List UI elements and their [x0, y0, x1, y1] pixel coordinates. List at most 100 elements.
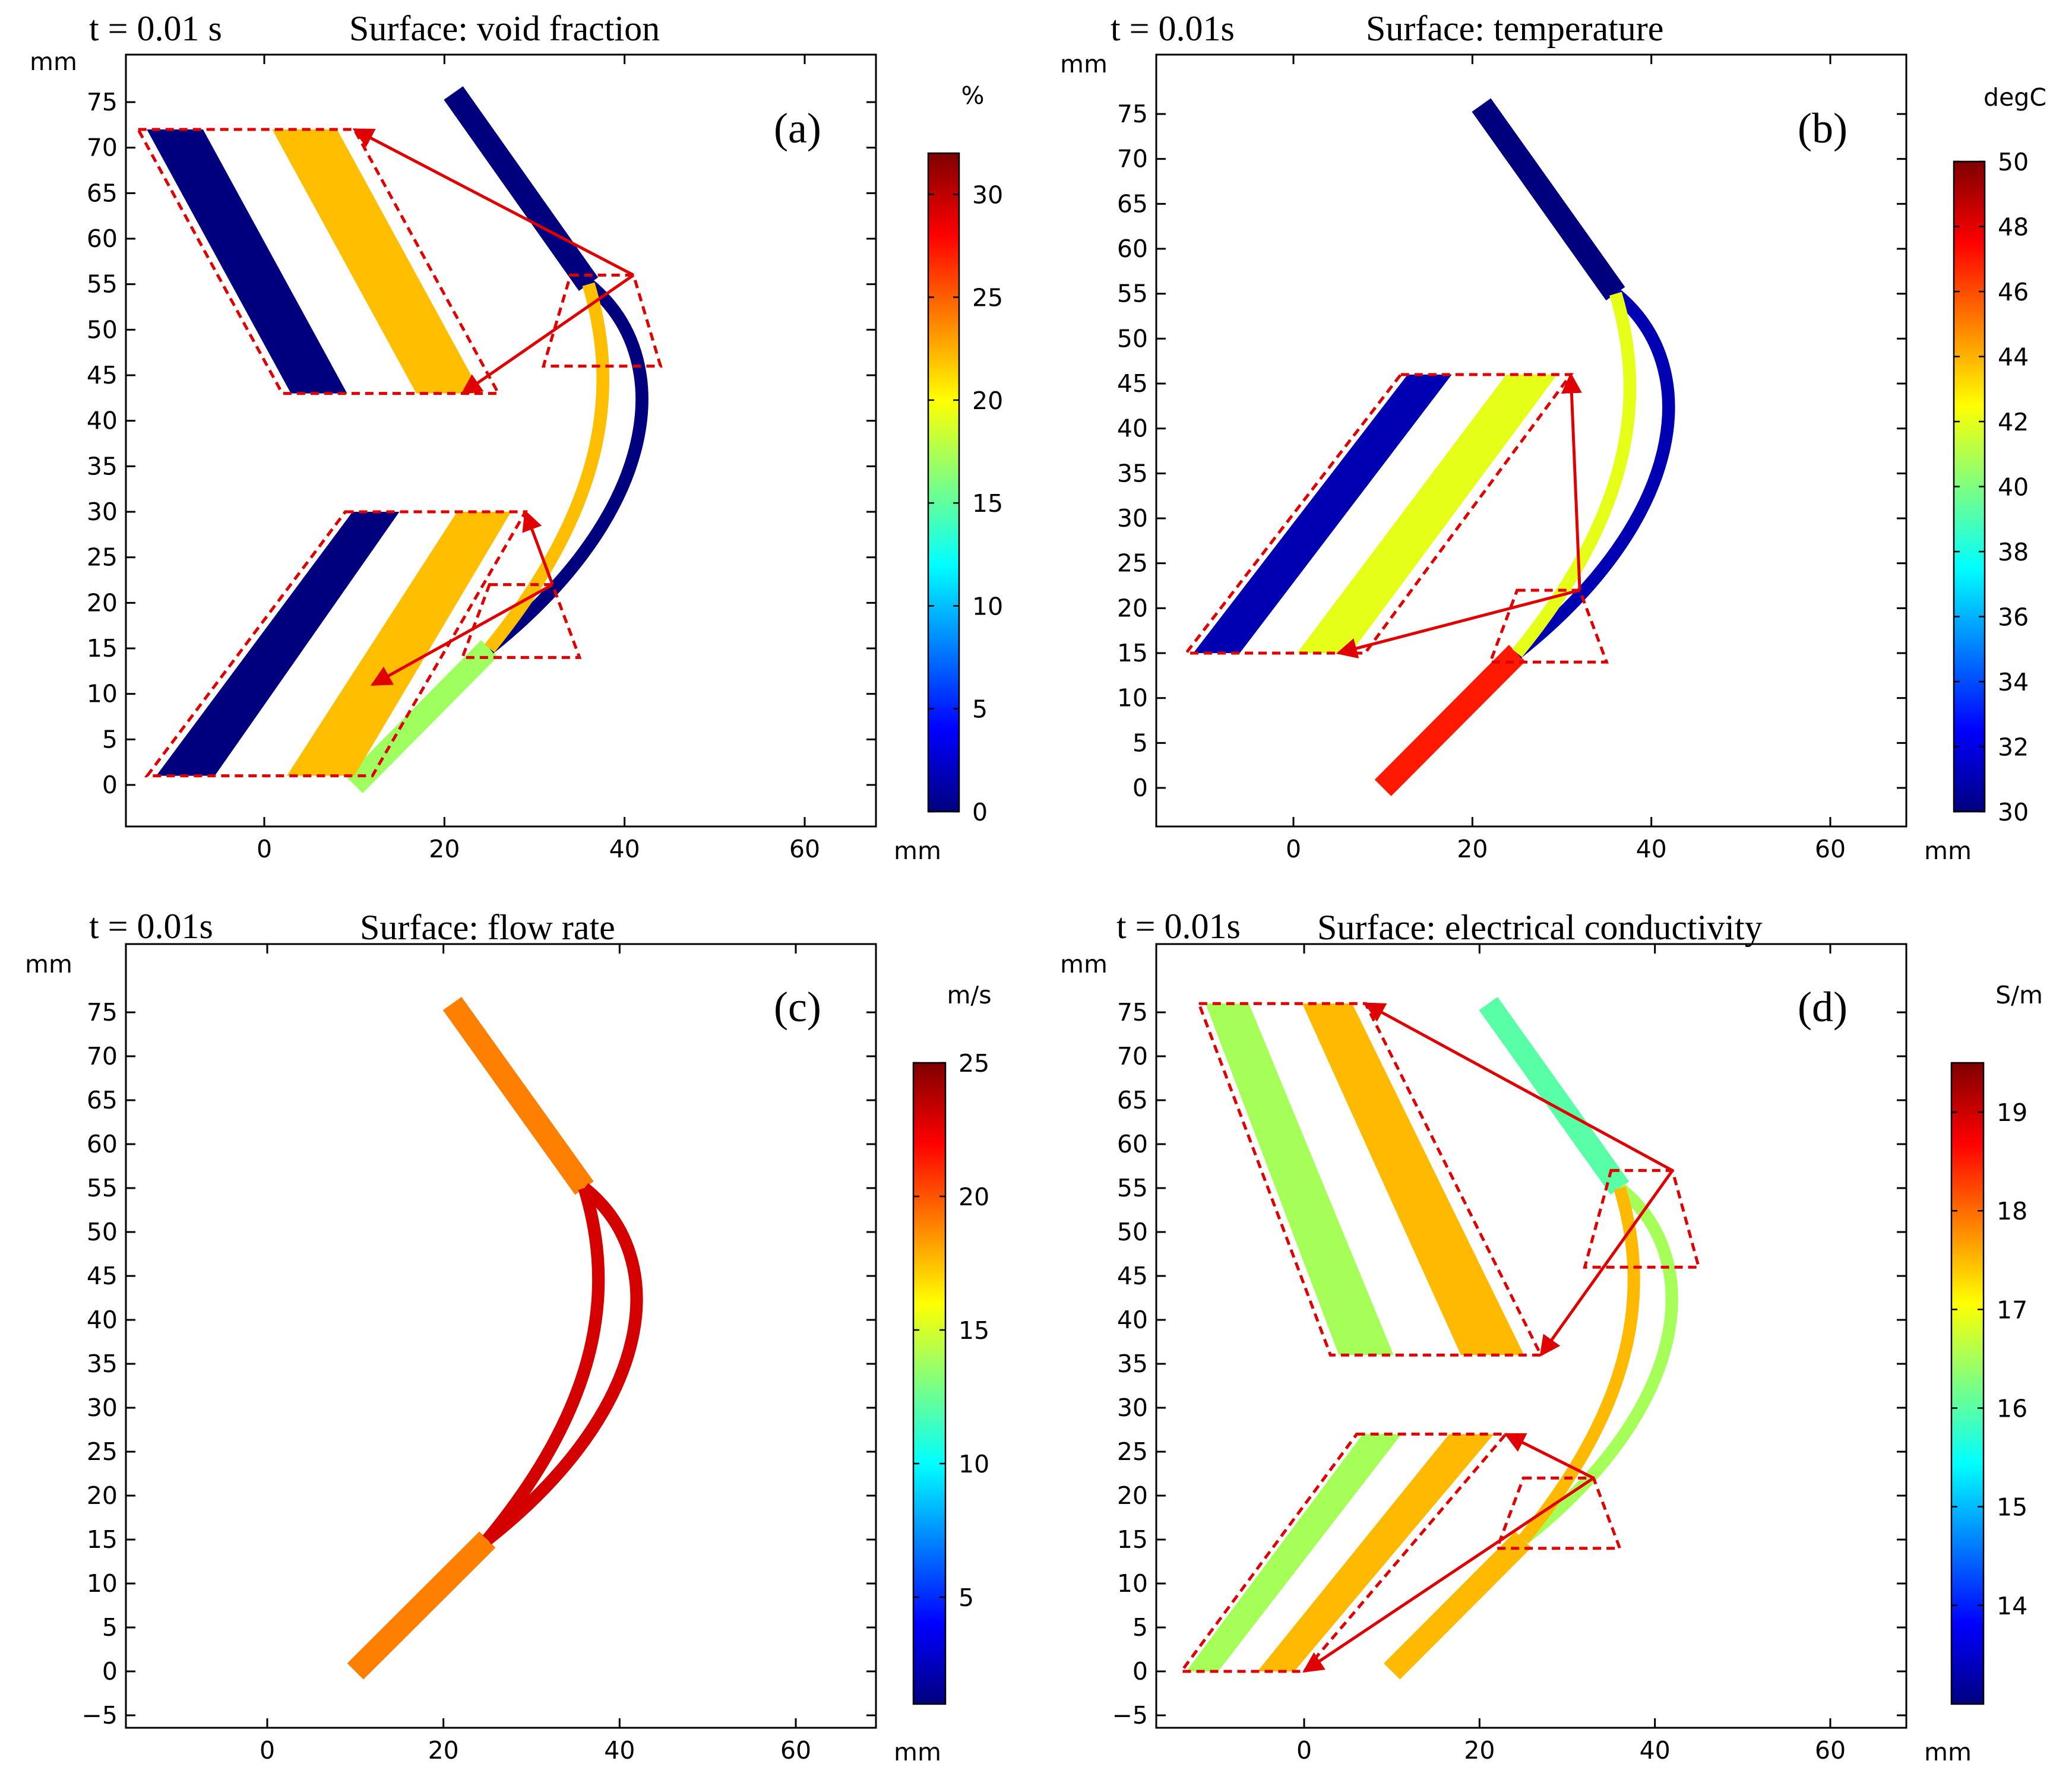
panel-b: t = 0.01s Surface: temperature 0 5 10 15 20 25 3… — [1060, 9, 2046, 865]
zoom-inset — [1206, 1003, 1524, 1356]
colorbar-unit: % — [961, 81, 985, 110]
y-tick-label: 35 — [1117, 1350, 1148, 1378]
zoom-inset-box — [135, 128, 501, 395]
y-tick-label: 10 — [87, 680, 118, 708]
colorbar-tick-label: 32 — [1998, 733, 2029, 762]
plot-title: Surface: electrical conductivity — [1317, 908, 1763, 947]
colorbar-tick-label: 25 — [959, 1049, 989, 1078]
colorbar-tick-label: 17 — [1997, 1296, 2027, 1324]
plot-frame — [1155, 943, 1907, 1729]
y-tick-label: 45 — [87, 361, 118, 389]
y-tick-label: 35 — [87, 1350, 118, 1378]
outer-branch — [485, 279, 649, 654]
zoom-arrow — [352, 128, 634, 277]
y-tick-label: 30 — [1117, 1394, 1148, 1422]
y-tick-label: 60 — [1117, 1130, 1148, 1158]
inlet-pipe — [444, 86, 599, 292]
y-tick-label: 10 — [87, 1569, 118, 1598]
zoom-region-box — [1488, 588, 1609, 664]
zoom-inset-box — [1183, 373, 1574, 655]
y-tick-label: 55 — [1117, 1174, 1148, 1202]
y-tick-label: 50 — [1117, 1218, 1148, 1246]
y-tick-label: 0 — [102, 771, 118, 799]
x-unit-label: mm — [894, 1738, 941, 1766]
plot-frame — [1155, 53, 1907, 828]
plot-frame — [125, 943, 877, 1729]
y-tick-label: 40 — [87, 1306, 118, 1334]
colorbar-tick-label: 5 — [959, 1584, 974, 1612]
colorbar-tick-label: 40 — [1998, 473, 2029, 502]
zoom-arrow — [1539, 1169, 1674, 1357]
colorbar-tick-label: 19 — [1997, 1098, 2027, 1127]
y-tick-label: 35 — [87, 452, 118, 480]
y-tick-label: 20 — [1117, 594, 1148, 622]
y-tick-label: 5 — [1133, 1613, 1148, 1642]
x-tick-label: 20 — [1464, 1736, 1495, 1765]
inset-branch-right — [1302, 1003, 1524, 1356]
y-tick-label: 20 — [87, 588, 118, 617]
zoom-inset-box — [1178, 1432, 1510, 1673]
y-tick-label: 15 — [1117, 639, 1148, 667]
y-tick-label: 65 — [1117, 1086, 1148, 1114]
y-tick-label: 5 — [102, 725, 118, 753]
zoom-arrow — [370, 583, 553, 686]
zoom-arrow — [522, 509, 554, 585]
y-tick-label: 20 — [87, 1481, 118, 1510]
y-tick-label: 50 — [87, 315, 118, 344]
x-tick-label: 60 — [1815, 835, 1846, 863]
y-tick-label: 30 — [87, 498, 118, 526]
colorbar-unit: degC — [1984, 83, 2046, 112]
zoom-inset-box — [144, 510, 529, 778]
plot-title: Surface: temperature — [1366, 9, 1663, 48]
y-tick-label: 65 — [1117, 189, 1148, 218]
y-tick-label: 25 — [87, 543, 118, 572]
y-tick-label: 15 — [87, 1525, 118, 1554]
colorbar-tick-label: 25 — [972, 284, 1003, 312]
colorbar-tick-label: 34 — [1998, 668, 2029, 696]
y-tick-label: 5 — [102, 1613, 118, 1642]
colorbar-tick-label: 30 — [972, 180, 1003, 209]
x-unit-label: mm — [894, 837, 941, 865]
y-tick-label: 70 — [1117, 1042, 1148, 1071]
y-tick-label: 35 — [1117, 459, 1148, 487]
y-tick-label: 15 — [87, 634, 118, 663]
y-unit-label: mm — [25, 950, 72, 978]
zoom-arrow — [1364, 1002, 1674, 1172]
time-label: t = 0.01s — [1116, 907, 1241, 946]
colorbar-tick-label: 30 — [1998, 798, 2029, 826]
y-tick-label: 70 — [1117, 145, 1148, 173]
zoom-arrow — [1504, 1433, 1595, 1480]
inset-branch-right — [1297, 374, 1558, 653]
colorbar-tick-label: 36 — [1998, 603, 2029, 632]
zoom-region-box — [541, 273, 663, 368]
y-unit-label: mm — [1060, 950, 1108, 978]
y-tick-label: 5 — [1133, 729, 1148, 757]
y-tick-label: 25 — [1117, 549, 1148, 578]
zoom-inset — [147, 129, 482, 394]
y-tick-label: 75 — [87, 998, 118, 1027]
colorbar-tick-label: 5 — [972, 695, 988, 724]
y-tick-label: 70 — [87, 1042, 118, 1071]
x-tick-label: 0 — [1286, 835, 1301, 863]
inset-branch-right — [286, 512, 511, 776]
y-tick-label: 40 — [1117, 1306, 1148, 1334]
colorbar-tick-label: 38 — [1998, 538, 2029, 566]
outlet-pipe — [1384, 1531, 1532, 1680]
plot-frame — [125, 53, 877, 828]
zoom-inset — [1193, 374, 1558, 653]
y-tick-label: 60 — [87, 224, 118, 253]
x-tick-label: 40 — [604, 1736, 635, 1765]
y-tick-label: 45 — [1117, 1262, 1148, 1290]
time-label: t = 0.01 s — [89, 9, 222, 48]
colorbar-tick-label: 10 — [959, 1450, 989, 1478]
inlet-pipe — [442, 996, 594, 1195]
x-tick-label: 40 — [609, 835, 640, 863]
zoom-arrow — [1561, 372, 1582, 591]
x-tick-label: 60 — [1815, 1736, 1846, 1765]
x-tick-label: 60 — [780, 1736, 811, 1765]
y-tick-label: 20 — [1117, 1481, 1148, 1510]
y-tick-label: −5 — [82, 1701, 118, 1730]
inlet-pipe — [1472, 98, 1625, 301]
inset-branch-left — [1206, 1003, 1394, 1356]
